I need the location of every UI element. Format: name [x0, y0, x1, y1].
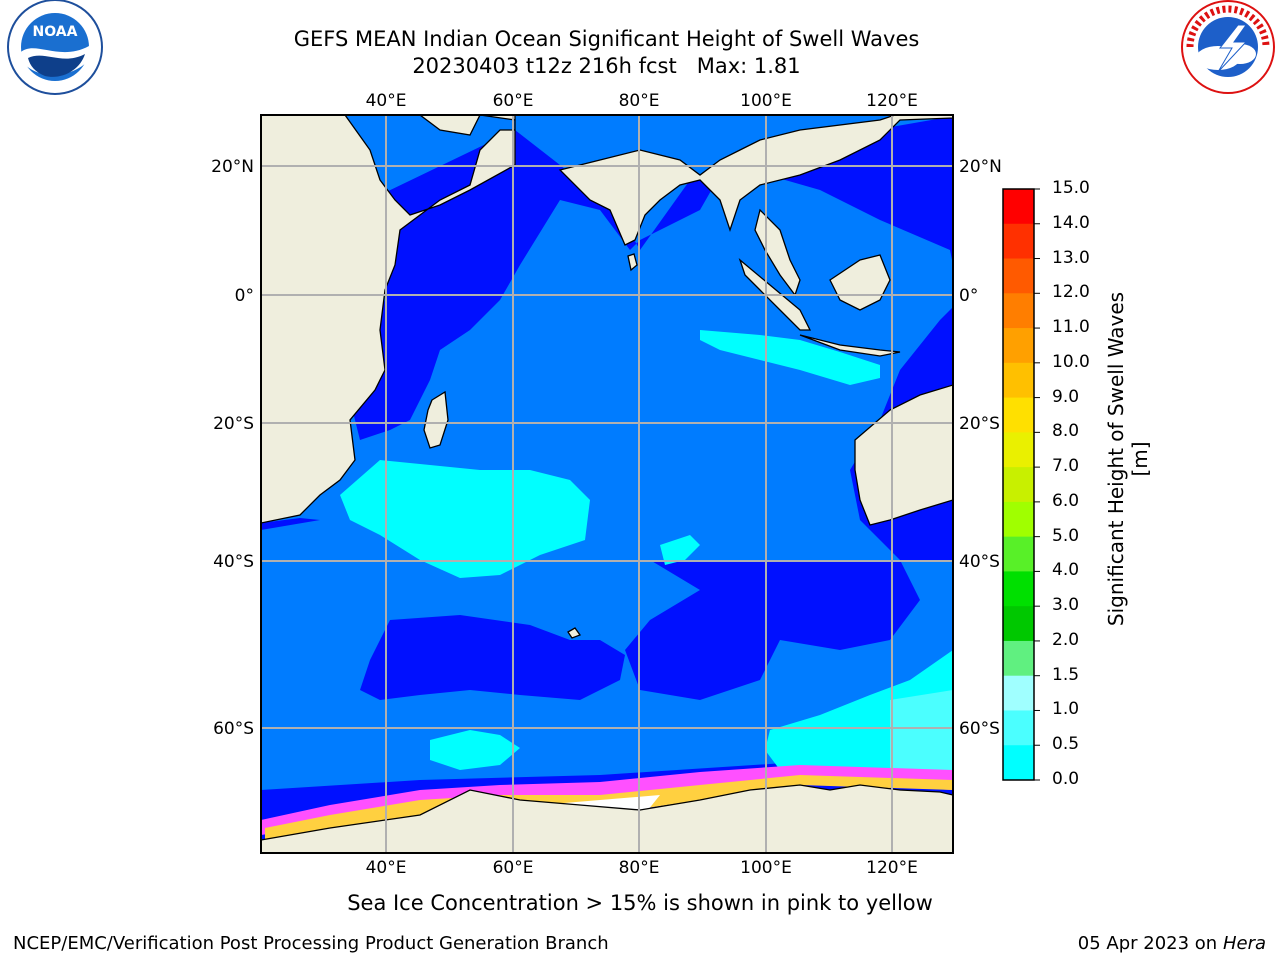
colorbar-frame: [1002, 188, 1035, 781]
map-frame: [260, 114, 954, 854]
nws-logo: [1181, 0, 1275, 94]
colorbar-tick-label: 1.0: [1052, 699, 1080, 720]
colorbar-title: Significant Height of Swell Waves [m]: [1104, 291, 1152, 627]
lon-tick-bottom: 40°E: [366, 858, 407, 878]
colorbar-segment: [1003, 362, 1034, 399]
colorbar-tick-label: 0.0: [1052, 769, 1080, 789]
lat-ticks-left: 20°N 0° 20°S 40°S 60°S: [211, 157, 254, 739]
lon-tick-bottom: 80°E: [619, 858, 660, 878]
noaa-logo: NOAA: [7, 0, 103, 95]
lon-tick-bottom: 60°E: [493, 858, 534, 878]
lat-tick-right: 20°N: [959, 157, 1002, 177]
colorbar-segment: [1003, 258, 1034, 294]
lat-tick-left: 20°S: [213, 414, 254, 434]
colorbar-tick-label: 3.0: [1052, 595, 1080, 616]
lon-tick-top: 40°E: [366, 91, 407, 111]
map-title: GEFS MEAN Indian Ocean Significant Heigh…: [293, 27, 920, 51]
lat-tick-left: 20°N: [211, 157, 254, 177]
lat-tick-left: 0°: [235, 286, 254, 306]
lon-tick-top: 120°E: [866, 91, 918, 111]
map-area: [261, 115, 953, 853]
colorbar-tick-label: 4.0: [1052, 560, 1080, 581]
colorbar-segment: [1003, 328, 1034, 364]
lat-tick-right: 40°S: [959, 552, 1000, 572]
lon-ticks-bottom: 40°E 60°E 80°E 100°E 120°E: [366, 858, 918, 878]
lat-tick-left: 40°S: [213, 552, 254, 572]
sea-ice-note: Sea Ice Concentration > 15% is shown in …: [0, 891, 1280, 915]
swell-1.5-2.0-zones: [890, 690, 953, 770]
colorbar-tick-label: 12.0: [1052, 282, 1090, 303]
lon-tick-bottom: 120°E: [866, 858, 918, 878]
lon-tick-bottom: 100°E: [740, 858, 792, 878]
colorbar-segment: [1003, 710, 1034, 746]
colorbar-segment: [1003, 675, 1034, 711]
colorbar-tick-label: 13.0: [1052, 247, 1090, 268]
colorbar: [1003, 188, 1040, 781]
lat-tick-right: 0°: [959, 286, 978, 306]
colorbar-tick-label: 8.0: [1052, 421, 1080, 442]
colorbar-tick-label: 11.0: [1052, 317, 1090, 338]
colorbar-segment: [1003, 467, 1034, 503]
lon-tick-top: 60°E: [493, 91, 534, 111]
sea-ice-note-text: Sea Ice Concentration > 15% is shown in …: [347, 891, 933, 915]
credit-left: NCEP/EMC/Verification Post Processing Pr…: [13, 933, 609, 954]
colorbar-segment: [1003, 536, 1034, 572]
colorbar-segment: [1003, 640, 1034, 677]
lat-ticks-right: 20°N 0° 20°S 40°S 60°S: [959, 157, 1002, 739]
colorbar-segment: [1003, 745, 1034, 781]
noaa-logo-text: NOAA: [33, 24, 78, 40]
colorbar-segment: [1003, 606, 1034, 642]
map-graticule: [261, 115, 953, 853]
colorbar-segment: [1003, 571, 1034, 607]
lon-tick-top: 100°E: [740, 91, 792, 111]
lon-ticks-top: 40°E 60°E 80°E 100°E 120°E: [366, 91, 918, 111]
colorbar-tick-label: 5.0: [1052, 525, 1080, 546]
lat-tick-right: 60°S: [959, 719, 1000, 739]
map-subtitle: 20230403 t12z 216h fcst Max: 1.81: [412, 54, 801, 78]
lat-tick-left: 60°S: [213, 719, 254, 739]
colorbar-segment: [1003, 397, 1034, 433]
colorbar-tick-label: 14.0: [1052, 212, 1090, 233]
credit-right: 05 Apr 2023 on Hera: [1078, 933, 1266, 954]
colorbar-tick-label: 6.0: [1052, 490, 1080, 511]
lon-tick-top: 80°E: [619, 91, 660, 111]
colorbar-segment: [1003, 223, 1034, 260]
credit-date: 05 Apr 2023 on: [1077, 933, 1223, 954]
colorbar-tick-label: 15.0: [1052, 178, 1090, 198]
colorbar-segment: [1003, 432, 1034, 468]
colorbar-segment: [1003, 293, 1034, 329]
colorbar-segment: [1003, 501, 1034, 538]
colorbar-tick-label: 0.5: [1052, 734, 1080, 755]
colorbar-tick-label: 1.5: [1052, 664, 1080, 685]
colorbar-tick-label: 7.0: [1052, 456, 1080, 477]
colorbar-tick-label: 9.0: [1052, 386, 1080, 407]
credit-host: Hera: [1222, 933, 1266, 954]
colorbar-segment: [1003, 189, 1034, 225]
colorbar-tick-label: 2.0: [1052, 629, 1080, 650]
lat-tick-right: 20°S: [959, 414, 1000, 434]
colorbar-tick-label: 10.0: [1052, 351, 1090, 372]
